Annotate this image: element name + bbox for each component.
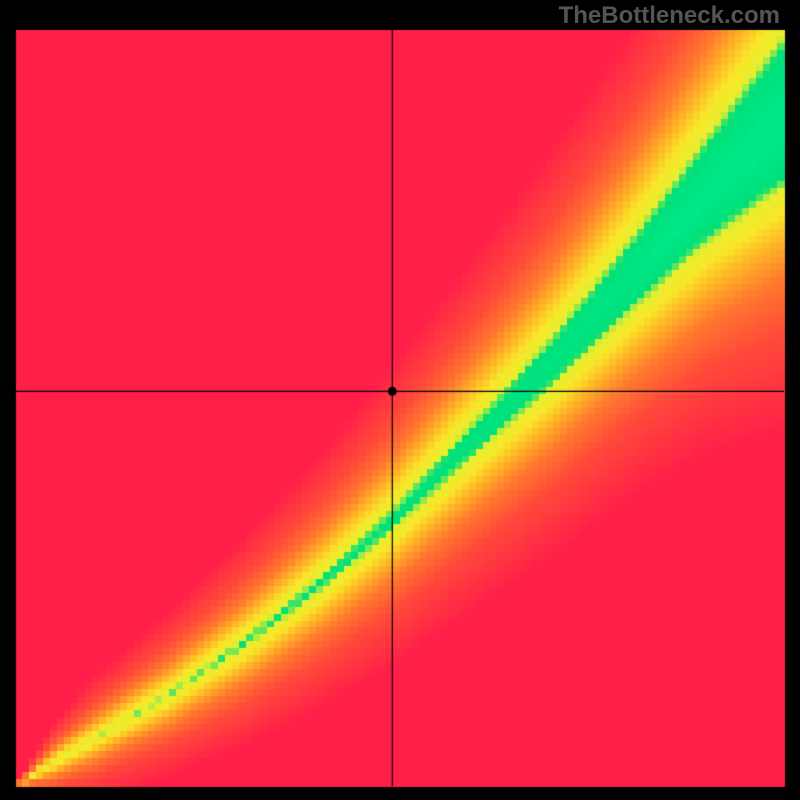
chart-container: TheBottleneck.com — [0, 0, 800, 800]
watermark-label: TheBottleneck.com — [559, 2, 780, 30]
bottleneck-heatmap — [0, 0, 800, 800]
